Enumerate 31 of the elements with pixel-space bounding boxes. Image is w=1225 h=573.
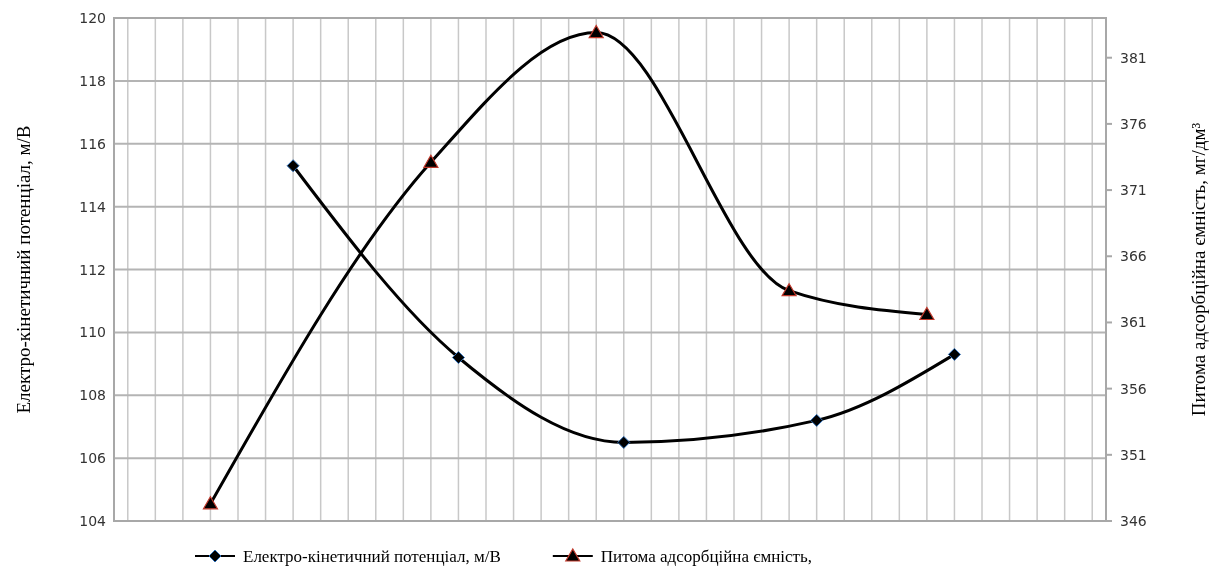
point xyxy=(919,306,935,321)
y2-axis-title: Питома адсорбційна ємність, мг/дм³ xyxy=(1188,122,1209,417)
legend-label: Питома адсорбційна ємність, xyxy=(600,547,813,566)
y-tick-label: 112 xyxy=(79,261,106,278)
point xyxy=(451,351,465,365)
y-tick-label: 110 xyxy=(79,324,106,341)
point xyxy=(810,413,824,427)
y2-tick-label: 376 xyxy=(1120,115,1147,132)
point xyxy=(423,154,439,168)
y2-tick-label: 356 xyxy=(1120,380,1147,397)
y-tick-label: 108 xyxy=(79,387,106,404)
legend-label: Електро-кінетичний потенціал, м/В xyxy=(243,547,501,566)
y-tick-label: 114 xyxy=(79,198,107,215)
y-tick-label: 120 xyxy=(79,10,106,26)
y-tick-label: 106 xyxy=(79,450,107,467)
y2-tick-label: 381 xyxy=(1120,49,1147,66)
y-tick-label: 104 xyxy=(79,513,107,529)
point xyxy=(947,347,961,361)
y2-tick-label: 366 xyxy=(1120,248,1147,265)
point xyxy=(286,159,300,173)
y2-tick-label: 351 xyxy=(1120,446,1147,463)
y-axis-title: Електро-кінетичний потенціал, м/В xyxy=(13,125,34,414)
y2-tick-label: 346 xyxy=(1120,513,1147,529)
point xyxy=(617,435,631,449)
y-tick-label: 116 xyxy=(79,135,107,152)
y-tick-label: 118 xyxy=(79,72,106,89)
y2-tick-label: 361 xyxy=(1120,314,1147,331)
point xyxy=(588,24,604,39)
point xyxy=(781,283,797,297)
point xyxy=(202,496,219,510)
y2-tick-label: 371 xyxy=(1120,182,1147,199)
